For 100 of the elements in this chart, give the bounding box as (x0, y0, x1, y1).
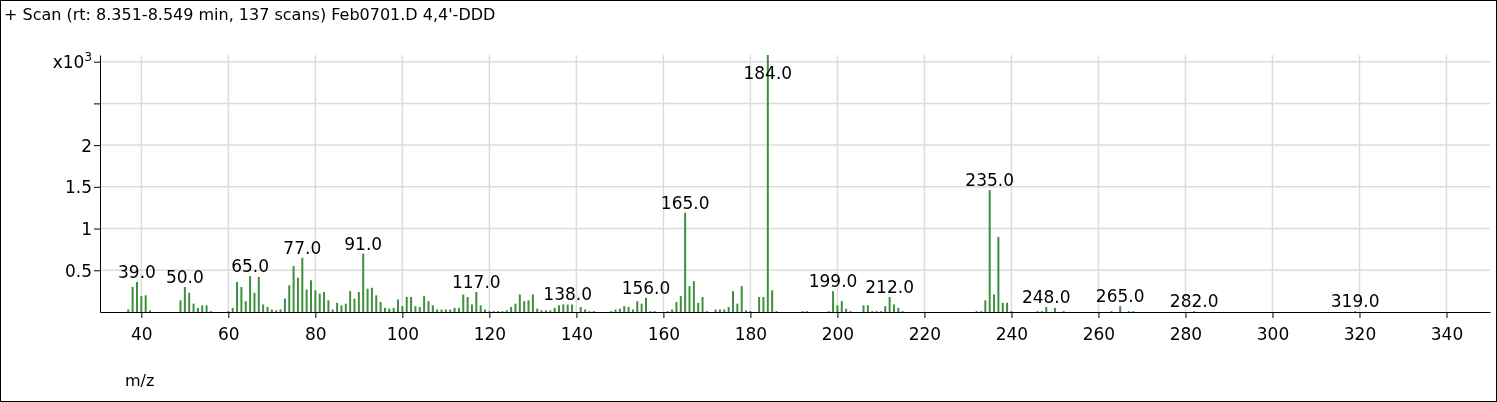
bar (144, 295, 147, 312)
bar (279, 309, 282, 312)
bar (732, 291, 735, 312)
x-tick-label: 140 (560, 323, 594, 344)
x-tick-label: 160 (647, 323, 681, 344)
bar (623, 306, 626, 312)
x-axis-title: m/z (125, 371, 155, 390)
x-tick-label: 300 (1256, 323, 1290, 344)
bar (301, 257, 304, 312)
bar (470, 304, 473, 312)
bar (475, 291, 478, 312)
bar (270, 309, 273, 312)
x-tick-label: 120 (473, 323, 507, 344)
annotation: 319.0 (1330, 291, 1380, 312)
bar (305, 289, 308, 312)
x-tick-label: 240 (995, 323, 1029, 344)
bar (370, 287, 373, 312)
bar (523, 301, 526, 312)
bar (866, 305, 869, 312)
bar (636, 301, 639, 312)
bar (584, 309, 587, 312)
bar (884, 306, 887, 312)
bar (675, 301, 678, 312)
bar (479, 305, 482, 312)
bar (140, 296, 143, 312)
bar (183, 286, 186, 312)
bar (201, 305, 204, 312)
bar (736, 303, 739, 312)
bar (131, 286, 134, 312)
bar (984, 300, 987, 312)
bar (697, 302, 700, 312)
bar (296, 277, 299, 312)
y-tick-label: 1.5 (64, 177, 92, 198)
bar (440, 309, 443, 312)
bar (758, 296, 761, 312)
x-tick-label: 280 (1169, 323, 1203, 344)
bar (740, 286, 743, 312)
bar (266, 306, 269, 312)
bar (557, 305, 560, 312)
bar (357, 291, 360, 312)
y-tick-label: 1 (81, 219, 92, 240)
annotation: 212.0 (865, 276, 914, 297)
bar (196, 307, 199, 312)
bar (723, 309, 726, 312)
bar (283, 298, 286, 312)
bar (631, 309, 634, 312)
bar (727, 306, 730, 312)
bar (718, 309, 721, 312)
bar (640, 303, 643, 312)
bar (253, 292, 256, 312)
bar (323, 291, 326, 312)
annotation: 156.0 (621, 277, 671, 298)
y-tick-label: 0.5 (64, 260, 92, 281)
bar (392, 307, 395, 312)
bar (314, 290, 317, 312)
bar (135, 281, 138, 312)
bar (832, 291, 835, 312)
bar (644, 297, 647, 312)
annotation: 248.0 (1021, 286, 1071, 307)
bar (240, 286, 243, 312)
annotation: 138.0 (543, 284, 593, 305)
bar (397, 299, 400, 312)
bar (571, 304, 574, 312)
bar (579, 306, 582, 312)
annotation: 91.0 (344, 233, 383, 254)
bar (553, 307, 556, 312)
bar (344, 303, 347, 312)
x-tick-label: 200 (821, 323, 855, 344)
bar (997, 236, 1000, 312)
bar (679, 296, 682, 312)
bar (405, 296, 408, 312)
bar (244, 301, 247, 312)
bar (892, 304, 895, 312)
bar (457, 307, 460, 312)
bar (257, 276, 260, 312)
bar (562, 304, 565, 312)
bar (1001, 302, 1004, 312)
x-tick-label: 220 (908, 323, 942, 344)
annotation: 50.0 (165, 266, 204, 287)
bar (840, 301, 843, 312)
bar (292, 266, 295, 312)
bar (414, 306, 417, 312)
bar (714, 309, 717, 312)
bar (453, 307, 456, 312)
bar (484, 309, 487, 312)
annotation: 235.0 (965, 170, 1015, 191)
bar (418, 306, 421, 312)
bar (410, 296, 413, 312)
chart-title: + Scan (rt: 8.351-8.549 min, 137 scans) Feb0701.D 4,4'-DDD (4, 5, 496, 24)
bar (310, 280, 312, 312)
bar (423, 296, 426, 312)
bar (888, 296, 891, 312)
bar (366, 288, 369, 312)
bar (701, 296, 704, 312)
x-tick-label: 40 (131, 323, 153, 344)
bar (993, 294, 996, 312)
bar (449, 309, 452, 312)
bar (566, 304, 569, 312)
x-tick-label: 80 (305, 323, 327, 344)
x-tick-label: 260 (1082, 323, 1116, 344)
